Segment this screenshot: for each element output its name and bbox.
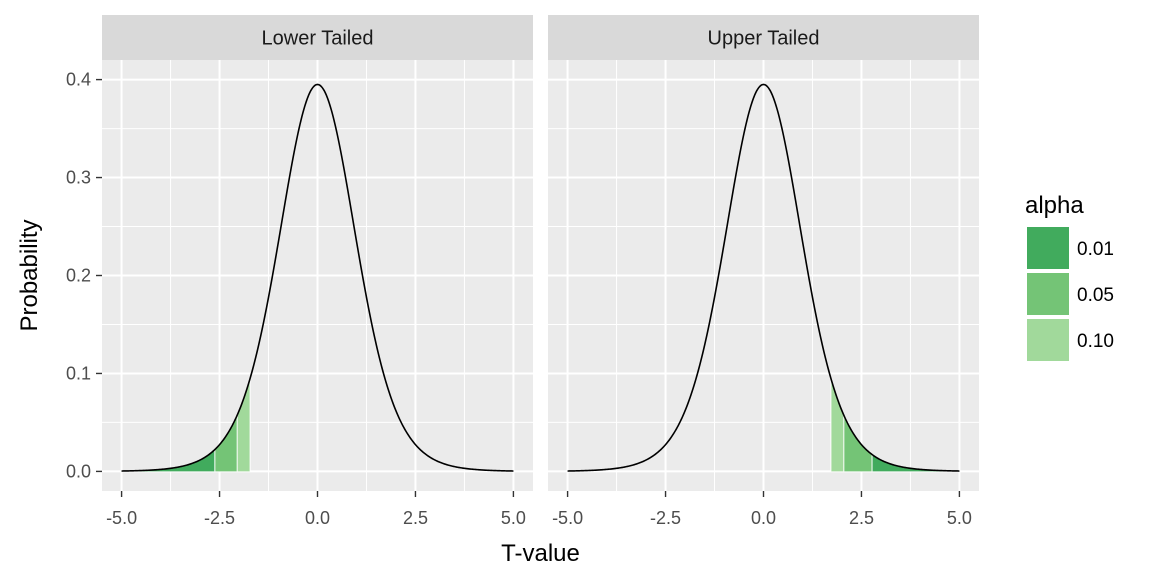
y-axis-title: Probability [16,219,43,331]
alpha-region-0.05 [843,415,873,472]
x-tick-label: -5.0 [552,508,583,528]
x-tick-label: 0.0 [751,508,776,528]
x-axis-title: T-value [501,540,580,567]
legend-swatch-0.01 [1027,227,1069,269]
x-tick-label: -2.5 [650,508,681,528]
facet-strip-label: Lower Tailed [262,28,374,50]
x-tick-label: 5.0 [501,508,526,528]
legend: alpha 0.01 0.05 0.10 [1025,192,1114,361]
x-tick-label: -2.5 [204,508,235,528]
y-tick-label: 0.0 [66,461,91,481]
x-tick-label: 2.5 [403,508,428,528]
legend-label: 0.01 [1077,239,1114,260]
facet-strip [102,15,533,60]
x-tick-label: 5.0 [947,508,972,528]
alpha-region-0.10 [237,378,251,472]
density-curve [121,83,514,472]
x-tick-label: 0.0 [305,508,330,528]
y-tick-label: 0.3 [66,168,91,188]
y-tick-label: 0.4 [66,70,91,90]
x-tick-label: -5.0 [106,508,137,528]
alpha-region-0.01 [121,449,215,472]
facet-panel-upper: Upper Tailed -5.0 -2.5 0.0 2.5 5.0 [548,15,979,528]
alpha-region-0.10 [830,378,844,472]
alpha-region-0.01 [872,454,960,472]
facet-strip-label: Upper Tailed [708,28,820,50]
density-curve [567,83,960,472]
legend-label: 0.10 [1077,331,1114,352]
legend-title: alpha [1025,192,1084,219]
legend-label: 0.05 [1077,285,1114,306]
legend-swatch-0.10 [1027,319,1069,361]
legend-swatch-0.05 [1027,273,1069,315]
facet-panel-lower: Lower Tailed -5.0 -2.5 0.0 2.5 5.0 [102,15,533,528]
facet-strip [548,15,979,60]
y-tick-label: 0.2 [66,266,91,286]
x-tick-label: 2.5 [849,508,874,528]
y-axis: 0.0 0.1 0.2 0.3 0.4 [66,70,102,481]
alpha-region-0.05 [214,415,238,472]
y-tick-label: 0.1 [66,363,91,383]
